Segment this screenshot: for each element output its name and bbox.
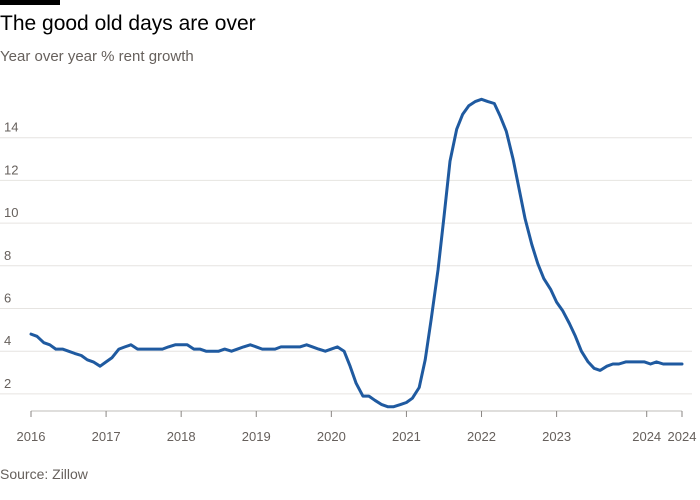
y-tick-label: 14 (4, 120, 18, 135)
grid-layer (0, 137, 692, 395)
y-tick-label: 8 (4, 248, 11, 263)
x-tick-label: 2023 (542, 429, 571, 444)
y-tick-label: 4 (4, 333, 11, 348)
series-line-rent-growth (29, 97, 684, 409)
x-tick-label: 2024 (668, 429, 697, 444)
y-tick-label: 2 (4, 376, 11, 391)
x-tick-label: 2018 (167, 429, 196, 444)
chart-subtitle: Year over year % rent growth (0, 48, 194, 65)
y-tick-label: 10 (4, 205, 18, 220)
x-tick-label: 2020 (317, 429, 346, 444)
x-tick-label: 2024 (632, 429, 661, 444)
axis-layer: 2 4 6 8 10 12 14 2016 2017 2018 2019 2020 2021 2022 20… (4, 120, 696, 444)
y-tick-label: 6 (4, 291, 11, 306)
x-tick-label: 2017 (92, 429, 121, 444)
x-tick-label: 2022 (467, 429, 496, 444)
top-accent-bar (0, 0, 60, 5)
x-tick-label: 2016 (17, 429, 46, 444)
y-tick-label: 12 (4, 162, 18, 177)
chart-title: The good old days are over (0, 12, 256, 35)
x-tick-label: 2019 (242, 429, 271, 444)
source-note: Source: Zillow (0, 466, 88, 482)
series-layer (29, 97, 684, 409)
x-tick-label: 2021 (392, 429, 421, 444)
